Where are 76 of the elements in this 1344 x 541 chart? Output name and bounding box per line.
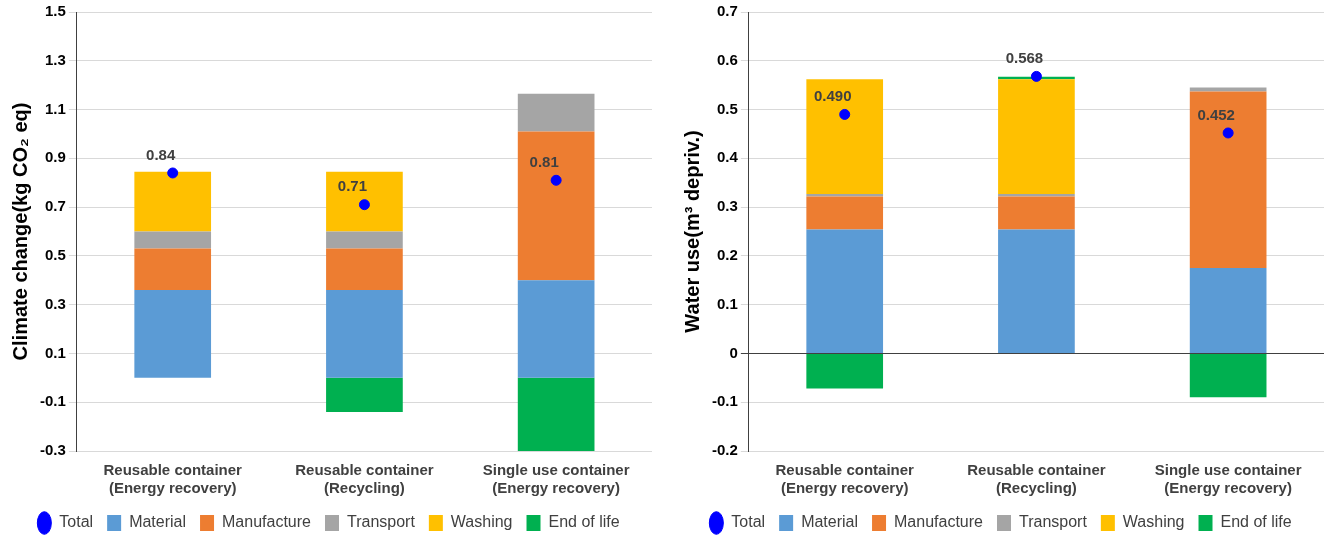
y-tick-label: 0.4 <box>716 148 739 166</box>
y-tick-label: 1.3 <box>44 50 66 68</box>
bar <box>134 231 212 249</box>
x-tick-label: Single use container (Energy recovery) <box>482 461 630 497</box>
point <box>358 199 370 211</box>
data-label: 0.84 <box>146 145 176 163</box>
point <box>167 167 179 179</box>
bar <box>134 290 212 378</box>
bar <box>517 377 595 451</box>
legend-label: Transport <box>1018 513 1088 531</box>
y-tick-label: -0.3 <box>39 441 66 459</box>
bar <box>326 377 403 412</box>
legend-label: Manufacture <box>894 513 984 531</box>
point <box>1222 127 1234 139</box>
bar <box>806 79 884 194</box>
bar <box>1189 268 1267 353</box>
y-tick-label: 0.1 <box>716 294 738 312</box>
y-tick-label: 0.1 <box>44 343 66 361</box>
bar <box>326 290 403 378</box>
bar <box>806 229 884 353</box>
bar <box>1189 353 1267 398</box>
bar <box>998 229 1075 353</box>
y-axis-title: Climate change(kg CO₂ eq) <box>8 102 31 361</box>
data-label: 0.452 <box>1197 105 1235 123</box>
legend-label: End of life <box>548 513 620 531</box>
bar <box>806 353 884 389</box>
data-label: 0.490 <box>813 87 852 105</box>
data-label: 0.71 <box>337 177 368 195</box>
data-label: 0.568 <box>1005 49 1044 67</box>
bar <box>517 131 595 281</box>
bar <box>1189 87 1267 92</box>
y-tick-label: 0 <box>729 343 738 361</box>
y-tick-label: 0.9 <box>44 148 66 166</box>
legend-label: Manufacture <box>222 513 312 531</box>
point <box>839 108 851 120</box>
bar <box>1189 91 1267 269</box>
bar <box>326 231 403 249</box>
x-tick-label: Reusable container (Recycling) <box>295 461 434 497</box>
y-tick-label: -0.2 <box>711 441 738 459</box>
y-tick-label: 0.3 <box>716 197 738 215</box>
bar <box>326 248 403 291</box>
bar <box>134 171 212 232</box>
bar <box>326 171 403 232</box>
legend-label: Total <box>59 513 94 531</box>
y-tick-label: 0.5 <box>44 246 66 264</box>
legend-label: Transport <box>346 513 416 531</box>
y-tick-label: -0.1 <box>39 392 66 410</box>
legend-label: Material <box>801 513 859 531</box>
bar <box>998 196 1075 230</box>
bar <box>517 280 595 378</box>
bar <box>134 248 212 291</box>
y-tick-label: 0.6 <box>716 50 738 68</box>
legend-label: Washing <box>450 513 513 531</box>
y-tick-label: 1.5 <box>44 2 66 20</box>
legend-label: Washing <box>1122 513 1185 531</box>
bar <box>517 93 595 132</box>
x-tick-label: Reusable container (Energy recovery) <box>103 461 243 497</box>
y-tick-label: 0.7 <box>716 2 738 20</box>
y-tick-label: 1.1 <box>44 99 66 117</box>
bar <box>806 196 884 230</box>
y-tick-label: 0.7 <box>44 197 66 215</box>
y-tick-label: 0.2 <box>716 246 738 264</box>
y-tick-label: -0.1 <box>711 392 738 410</box>
x-tick-label: Reusable container (Recycling) <box>967 461 1106 497</box>
x-tick-label: Reusable container (Energy recovery) <box>775 461 915 497</box>
point <box>1030 70 1042 82</box>
data-label: 0.81 <box>529 152 559 170</box>
y-tick-label: 0.3 <box>44 294 66 312</box>
bar <box>998 79 1075 194</box>
y-tick-label: 0.5 <box>716 99 738 117</box>
point <box>550 174 562 186</box>
legend-label: Material <box>129 513 187 531</box>
legend-label: Total <box>731 513 766 531</box>
x-tick-label: Single use container (Energy recovery) <box>1154 461 1302 497</box>
legend-label: End of life <box>1220 513 1292 531</box>
y-axis-title: Water use(m³ depriv.) <box>680 130 703 333</box>
